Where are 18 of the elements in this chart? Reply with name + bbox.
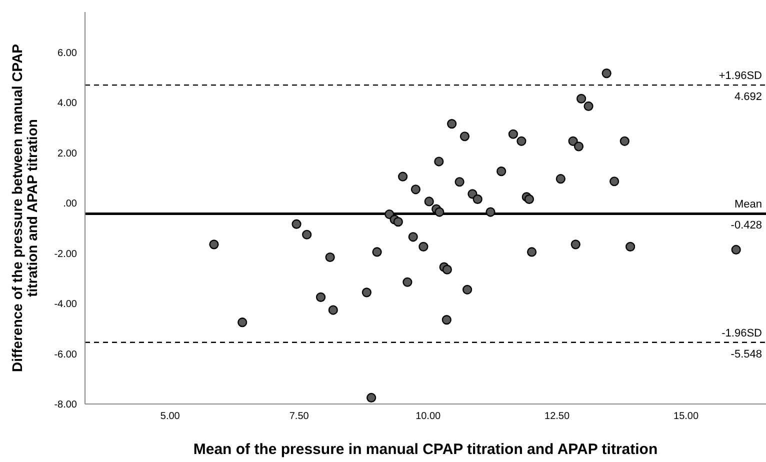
y-tick-label: 2.00 (58, 148, 78, 160)
x-axis-title: Mean of the pressure in manual CPAP titration and APAP titration (193, 441, 658, 458)
y-tick-label: -8.00 (54, 400, 78, 411)
x-tick-label: 5.00 (160, 411, 180, 422)
y-tick-label: 6.00 (58, 48, 78, 59)
y-axis-title: Difference of the pressure between manual CPAP titration and APAP titration (9, 44, 40, 372)
x-tick-label: 15.00 (674, 411, 699, 422)
y-tick-label: -4.00 (54, 299, 78, 310)
x-tick-label: 7.50 (289, 411, 310, 422)
y-tick-label: 4.00 (58, 98, 78, 110)
y-tick-label: -6.00 (54, 349, 78, 360)
y-tick-label: -2.00 (54, 248, 78, 260)
ref-line-label: +1.96SD 4.692 (718, 70, 762, 104)
x-tick-label: 12.50 (544, 411, 570, 422)
ref-line-label: -1.96SD -5.548 (722, 327, 762, 360)
x-tick-label: 10.00 (416, 411, 442, 422)
y-tick-label: .00 (63, 198, 78, 210)
ref-line-label: Mean -0.428 (730, 198, 762, 232)
